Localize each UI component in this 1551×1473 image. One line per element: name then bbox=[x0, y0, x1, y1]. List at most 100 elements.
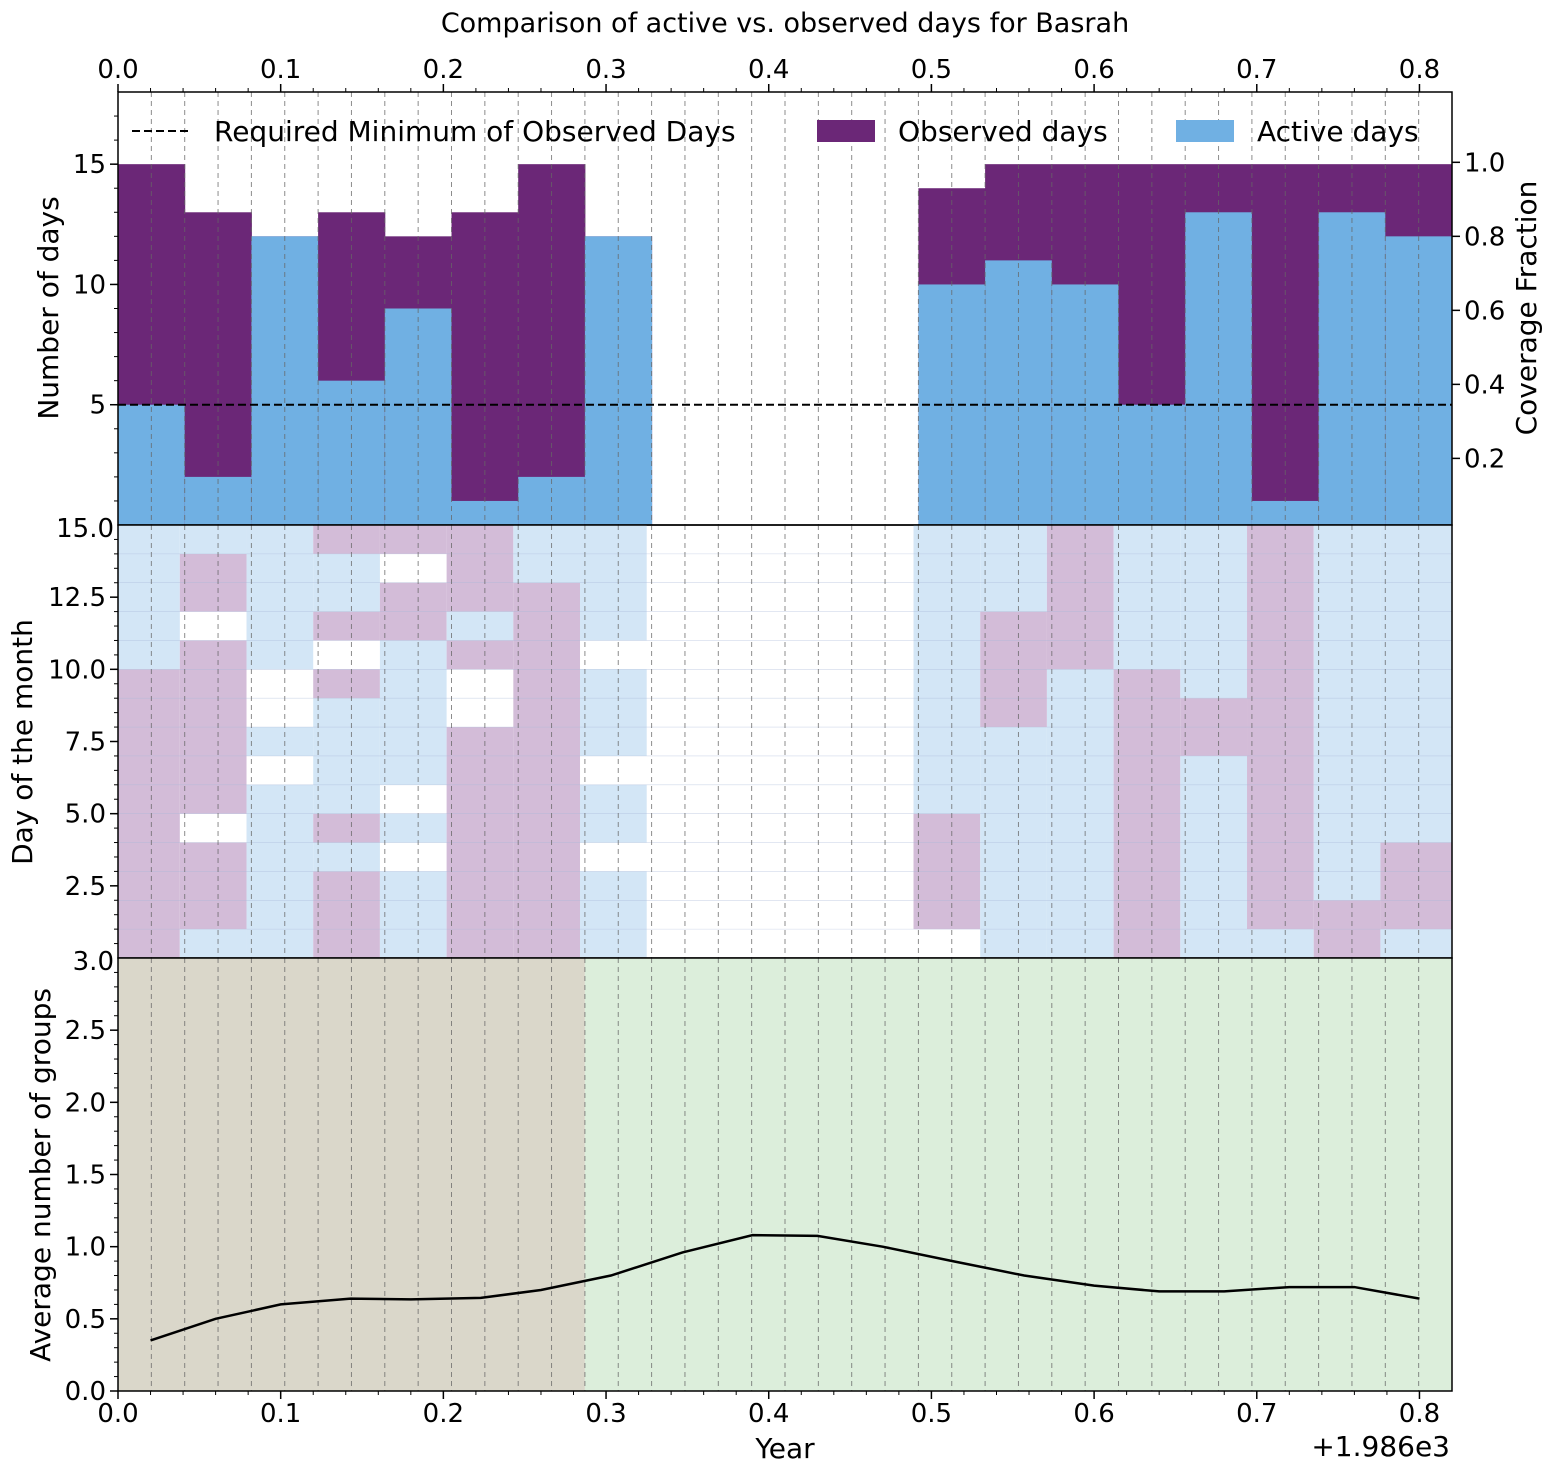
x-tick-label: 0.4 bbox=[748, 55, 789, 85]
legend-active-days: Active days bbox=[1257, 115, 1419, 148]
active-cell bbox=[246, 525, 314, 670]
bottom-y-ticks: 0.0 0.5 1.0 1.5 2.0 2.5 bbox=[65, 971, 118, 1407]
y-tick-label: 0.5 bbox=[65, 1305, 106, 1335]
active-cell bbox=[118, 525, 180, 670]
y-tick-label: 5.0 bbox=[65, 800, 106, 830]
x-tick-label: 0.4 bbox=[748, 1399, 789, 1429]
top-x-ticks: 0.0 0.1 0.2 0.3 0.4 0.5 0.6 0.7 0.8 bbox=[97, 55, 1440, 92]
x-tick-label: 0.5 bbox=[911, 1399, 952, 1429]
observed-cell bbox=[179, 842, 247, 930]
overlap-label-bottom: 3.0 bbox=[73, 947, 114, 977]
top-y-ticks-right: 0.2 0.4 0.6 0.8 1.0 bbox=[1452, 148, 1505, 474]
x-tick-label: 0.8 bbox=[1399, 55, 1440, 85]
x-tick-label: 0.1 bbox=[260, 1399, 301, 1429]
chart-title: Comparison of active vs. observed days f… bbox=[441, 8, 1129, 39]
active-cell bbox=[580, 871, 647, 958]
y-tick-label: 5 bbox=[89, 391, 106, 421]
average-groups-line bbox=[150, 1233, 1420, 1342]
active-cell bbox=[1180, 755, 1248, 958]
observed-cell bbox=[446, 525, 514, 612]
bottom-vertical-grid bbox=[150, 958, 1420, 1391]
legend-observed-swatch bbox=[817, 120, 875, 142]
y-tick-label: 10.0 bbox=[48, 655, 106, 685]
top-y-ticks: 5 10 15 bbox=[73, 115, 118, 502]
y-tick-label: 2.0 bbox=[65, 1088, 106, 1118]
legend-active-swatch bbox=[1176, 120, 1234, 142]
observed-cell bbox=[379, 525, 447, 554]
active-cell bbox=[246, 727, 314, 756]
active-cell bbox=[379, 640, 447, 785]
active-cell bbox=[179, 525, 247, 554]
y-tick-label: 0.0 bbox=[65, 1377, 106, 1407]
active-cell bbox=[379, 871, 447, 958]
top-vertical-grid bbox=[150, 92, 1420, 525]
y-tick-label: 10 bbox=[73, 270, 106, 300]
observed-cell bbox=[313, 669, 380, 699]
active-cell bbox=[313, 842, 380, 872]
x-offset-label: +1.986e3 bbox=[1311, 1430, 1450, 1463]
y-tick-label: 15 bbox=[73, 150, 106, 180]
active-cell bbox=[446, 611, 514, 641]
middle-panel: 2.5 5.0 7.5 10.0 12.5 15.0 3.0 Day of the mo… bbox=[6, 514, 1453, 977]
bottom-ylabel: Average number of groups bbox=[24, 988, 57, 1362]
observed-cell bbox=[313, 525, 380, 554]
top-ylabel-right: Coverage Fraction bbox=[1510, 181, 1543, 436]
observed-cell bbox=[313, 611, 380, 641]
observed-bar bbox=[451, 212, 519, 525]
x-tick-label: 0.6 bbox=[1073, 55, 1114, 85]
x-tick-label: 0.6 bbox=[1073, 1399, 1114, 1429]
y-right-tick-label: 1.0 bbox=[1464, 148, 1505, 178]
active-bar bbox=[1318, 212, 1386, 525]
x-tick-label: 0.3 bbox=[585, 1399, 626, 1429]
top-ylabel: Number of days bbox=[32, 196, 65, 419]
x-tick-label: 0.8 bbox=[1399, 1399, 1440, 1429]
x-tick-label: 0.1 bbox=[260, 55, 301, 85]
active-cell bbox=[580, 669, 647, 756]
y-tick-label: 12.5 bbox=[48, 583, 106, 613]
top-panel: 0.0 0.1 0.2 0.3 0.4 0.5 0.6 0.7 0.8 5 10 15 0.2 0.4… bbox=[32, 55, 1543, 526]
y-tick-label: 1.0 bbox=[65, 1233, 106, 1263]
active-cell bbox=[179, 929, 247, 958]
bottom-panel: 0.0 0.1 0.2 0.3 0.4 0.5 0.6 0.7 0.8 0.0 0.5 1.0 1.5… bbox=[24, 957, 1453, 1465]
active-cell bbox=[379, 813, 447, 843]
x-tick-label: 0.7 bbox=[1236, 1399, 1277, 1429]
active-cell bbox=[1380, 525, 1452, 843]
legend: Required Minimum of Observed Days Observ… bbox=[132, 115, 1419, 148]
y-tick-label: 2.5 bbox=[65, 1016, 106, 1046]
x-tick-label: 0.2 bbox=[423, 55, 464, 85]
legend-required-minimum: Required Minimum of Observed Days bbox=[214, 115, 736, 148]
active-cell bbox=[980, 525, 1047, 612]
active-bar bbox=[1185, 212, 1253, 525]
overlap-label-top: 15.0 bbox=[56, 514, 114, 544]
bottom-x-ticks: 0.0 0.1 0.2 0.3 0.4 0.5 0.6 0.7 0.8 bbox=[97, 1391, 1440, 1429]
y-right-tick-label: 0.2 bbox=[1464, 444, 1505, 474]
y-right-tick-label: 0.6 bbox=[1464, 296, 1505, 326]
x-tick-label: 0.0 bbox=[97, 1399, 138, 1429]
x-tick-label: 0.2 bbox=[423, 1399, 464, 1429]
active-bar bbox=[1251, 500, 1320, 525]
active-cell bbox=[1113, 525, 1181, 670]
observed-cell bbox=[446, 640, 514, 670]
observed-cell bbox=[513, 582, 581, 958]
x-tick-label: 0.0 bbox=[97, 55, 138, 85]
bottom-xlabel: Year bbox=[754, 1432, 815, 1465]
legend-observed-days: Observed days bbox=[898, 115, 1108, 148]
x-tick-label: 0.5 bbox=[911, 55, 952, 85]
x-tick-label: 0.3 bbox=[585, 55, 626, 85]
observed-cell bbox=[313, 813, 380, 843]
observed-cell bbox=[313, 871, 380, 958]
middle-y-ticks: 2.5 5.0 7.5 10.0 12.5 bbox=[48, 538, 118, 945]
active-cell bbox=[1380, 929, 1452, 958]
observed-cell bbox=[1380, 842, 1452, 930]
active-bar bbox=[451, 500, 519, 525]
y-right-tick-label: 0.4 bbox=[1464, 370, 1505, 400]
observed-cell bbox=[1046, 525, 1114, 670]
active-cell bbox=[1313, 525, 1381, 901]
middle-ylabel: Day of the month bbox=[6, 619, 39, 865]
y-tick-label: 1.5 bbox=[65, 1161, 106, 1191]
x-tick-label: 0.7 bbox=[1236, 55, 1277, 85]
heatmap-cells bbox=[118, 525, 1452, 958]
middle-vertical-grid bbox=[150, 525, 1420, 958]
y-tick-label: 2.5 bbox=[65, 872, 106, 902]
